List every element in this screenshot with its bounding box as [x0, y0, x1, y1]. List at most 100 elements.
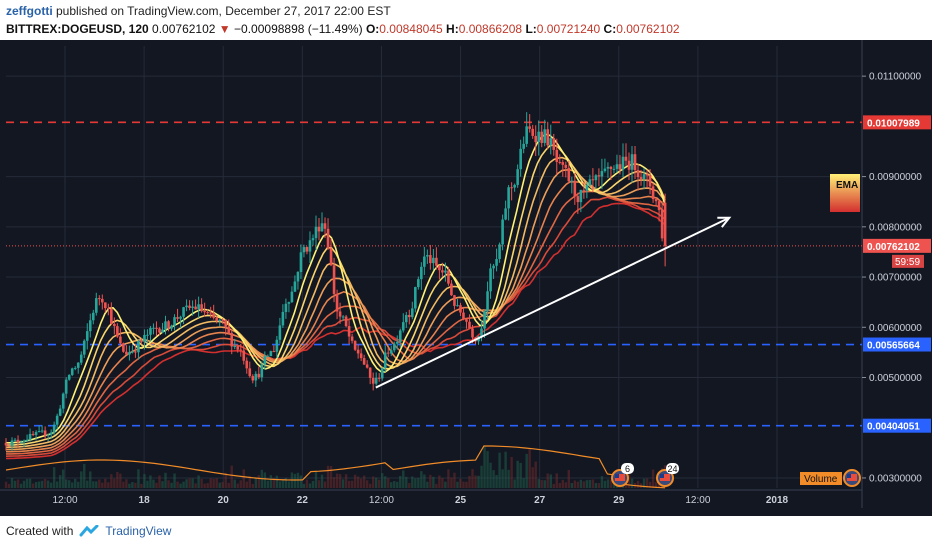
volume-bar: [239, 480, 242, 488]
candle-body: [350, 336, 354, 341]
volume-bar: [552, 483, 555, 488]
volume-bar: [341, 479, 345, 488]
volume-bar: [43, 478, 47, 488]
volume-bar: [371, 476, 375, 488]
volume-bar: [609, 479, 613, 488]
candle-body: [432, 257, 435, 264]
candle-body: [492, 265, 495, 269]
ema-line: [6, 190, 666, 455]
volume-bar: [657, 482, 661, 488]
volume-bar: [600, 476, 604, 488]
candle-body: [167, 321, 170, 329]
candle-body: [648, 175, 652, 187]
volume-bar: [134, 482, 137, 488]
candle-body: [34, 432, 38, 435]
candle-body: [495, 259, 498, 266]
candle-body: [317, 226, 321, 232]
badge-count-box: [666, 463, 679, 474]
volume-bar: [40, 480, 44, 488]
candle-body: [107, 308, 110, 310]
candle-body: [305, 247, 309, 252]
volume-bar: [525, 453, 528, 488]
event-badge: [843, 469, 861, 487]
volume-bar: [164, 472, 167, 488]
countdown-box: [892, 254, 924, 268]
candle-body: [618, 164, 622, 170]
volume-bar: [579, 479, 583, 488]
volume-bar: [119, 473, 122, 488]
candle-body: [401, 322, 405, 331]
volume-bar: [444, 481, 447, 488]
volume-bar: [64, 479, 68, 488]
candle-body: [269, 351, 273, 357]
y-tick-label: 0.00700000: [869, 273, 922, 284]
volume-bar: [31, 483, 35, 488]
volume-bar: [68, 480, 71, 488]
candle-body: [507, 187, 510, 209]
candle-body: [296, 271, 300, 282]
volume-bar: [573, 480, 577, 488]
candle-body: [221, 319, 224, 321]
volume-bar: [287, 481, 291, 488]
volume-bar: [74, 478, 77, 488]
candle-body: [456, 305, 459, 307]
volume-bar: [402, 470, 405, 488]
candle-body: [447, 270, 450, 284]
volume-bar: [636, 480, 640, 488]
candle-body: [624, 156, 628, 161]
volume-bar: [266, 480, 270, 488]
tradingview-link[interactable]: TradingView: [105, 524, 172, 538]
y-tick-label: 0.00300000: [869, 473, 922, 484]
candle-body: [64, 379, 68, 394]
candle-body: [522, 143, 525, 149]
candle-body: [302, 247, 306, 253]
volume-bar: [22, 480, 26, 488]
volume-bar: [486, 451, 489, 488]
volume-bar: [338, 474, 342, 488]
candle-body: [353, 340, 357, 350]
ema-legend-box: [830, 174, 860, 212]
volume-bar: [161, 481, 164, 488]
volume-bar: [362, 475, 366, 488]
volume-bar: [13, 480, 17, 488]
down-arrow-icon: ▼: [218, 22, 231, 36]
candle-body: [504, 208, 507, 220]
candle-body: [31, 433, 35, 435]
candle-body: [52, 424, 56, 433]
volume-bar: [507, 469, 510, 488]
candle-body: [411, 308, 414, 318]
candle-body: [513, 184, 516, 188]
volume-bar: [438, 475, 441, 488]
candle-body: [636, 170, 640, 178]
candle-body: [122, 343, 125, 352]
candle-body: [215, 317, 218, 321]
candle-body: [146, 334, 149, 336]
volume-bar: [645, 478, 649, 488]
volume-bar: [61, 469, 65, 488]
volume-bar: [314, 471, 318, 488]
candle-body: [299, 252, 303, 272]
volume-bar: [374, 477, 378, 488]
candle-body: [663, 202, 667, 246]
candle-body: [332, 265, 336, 294]
candle-body: [239, 349, 243, 351]
author-link[interactable]: zeffgotti: [6, 4, 53, 18]
price-chart[interactable]: 0.01100000 0.00900000 0.00800000 0.00700000…: [0, 40, 932, 516]
candle-body: [28, 433, 32, 440]
volume-bar: [651, 469, 655, 488]
volume-bar: [471, 469, 474, 488]
candle-body: [537, 131, 541, 143]
candle-body: [191, 306, 194, 308]
candle-body: [362, 358, 366, 365]
volume-bar: [77, 481, 80, 488]
candle-body: [558, 161, 562, 163]
y-tick-label: 0.00900000: [869, 172, 922, 183]
candle-body: [380, 368, 384, 379]
volume-bar: [519, 462, 522, 488]
candle-body: [585, 185, 589, 191]
volume-bar: [540, 479, 543, 488]
flag-canton: [847, 474, 851, 478]
footer: Created with TradingView: [6, 524, 171, 538]
volume-bar: [299, 475, 303, 488]
publish-info: zeffgotti published on TradingView.com, …: [6, 4, 391, 18]
